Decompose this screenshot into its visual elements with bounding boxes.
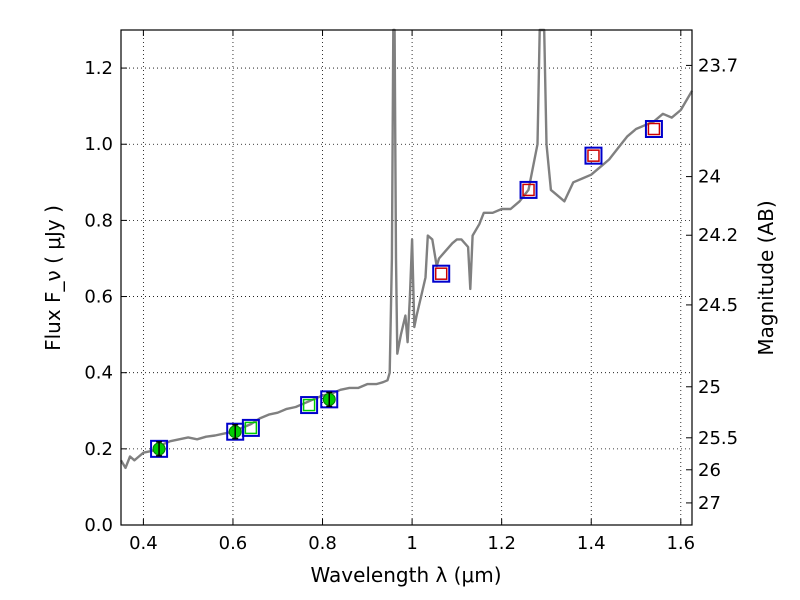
data-point-square <box>150 439 169 458</box>
x-axis-title: Wavelength λ (μm) <box>310 563 501 587</box>
photometry-markers <box>150 120 663 458</box>
spectrum-line <box>119 28 694 470</box>
right-tick-label: 24.5 <box>698 295 738 316</box>
x-tick-label: 1.2 <box>487 533 516 554</box>
data-point-square <box>300 396 319 415</box>
right-tick-label: 25 <box>698 377 721 398</box>
plot-frame <box>120 29 693 526</box>
y-tick-label: 0.0 <box>84 515 113 536</box>
data-point-square <box>519 180 538 199</box>
y-tick-label: 1.2 <box>84 58 113 79</box>
data-point-square <box>302 398 316 412</box>
x-tick-label: 0.6 <box>219 533 248 554</box>
y-axis-ticks: 0.0 0.2 0.4 0.6 0.8 1.0 1.2 <box>84 58 127 536</box>
x-tick-label: 1.4 <box>577 533 606 554</box>
right-axis-title: Magnitude (AB) <box>754 200 778 355</box>
y-tick-label: 1.0 <box>84 134 113 155</box>
y-tick-label: 0.2 <box>84 439 113 460</box>
y-tick-label: 0.4 <box>84 363 113 384</box>
data-point-square <box>320 390 339 409</box>
right-tick-label: 26 <box>698 460 721 481</box>
data-point-square <box>584 146 603 165</box>
y-axis-title: Flux F_ν ( μJy ) <box>41 205 65 351</box>
data-point-square <box>244 421 258 435</box>
data-point-square <box>587 149 600 162</box>
data-point-square <box>434 267 448 280</box>
right-tick-label: 24.2 <box>698 225 738 246</box>
x-tick-label: 1 <box>406 533 417 554</box>
right-axis-ticks: 23.7 24 24.2 24.5 25 25.5 26 27 <box>686 55 738 514</box>
x-tick-label: 0.4 <box>129 533 158 554</box>
x-axis-ticks: 0.4 0.6 0.8 1 1.2 1.4 1.6 <box>129 30 695 554</box>
y-tick-label: 0.8 <box>84 210 113 231</box>
x-tick-label: 0.8 <box>308 533 337 554</box>
data-point-square <box>522 183 535 197</box>
data-point-square <box>241 418 260 437</box>
right-tick-label: 27 <box>698 493 721 514</box>
data-point-square <box>432 264 451 283</box>
right-tick-label: 23.7 <box>698 55 738 76</box>
right-tick-label: 24 <box>698 167 721 188</box>
right-tick-label: 25.5 <box>698 428 738 449</box>
data-point-square <box>644 120 663 138</box>
spectrum-series <box>119 28 694 470</box>
y-tick-label: 0.6 <box>84 287 113 308</box>
x-tick-label: 1.6 <box>666 533 695 554</box>
grid <box>121 30 692 526</box>
data-point-square <box>647 122 661 136</box>
